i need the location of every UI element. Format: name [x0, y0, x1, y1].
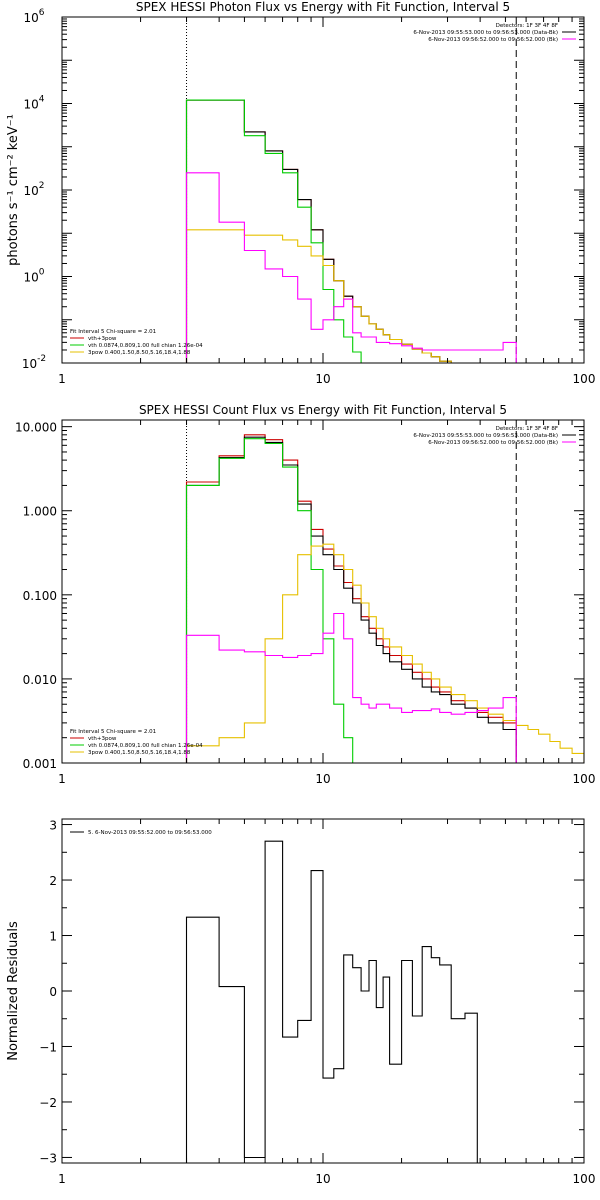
series-bk [185, 612, 517, 763]
x-tick-label: 10 [315, 1172, 330, 1186]
series-data-bk [185, 99, 452, 363]
legend-entry-label: vth 0.0874,0.809,1.00 full chian 1.26e-0… [88, 343, 203, 349]
series-vth-3pow [185, 434, 517, 763]
y-tick-label: 1.000 [23, 505, 57, 519]
y-tick-label: −2 [39, 1096, 57, 1110]
plot-area [185, 840, 478, 1163]
y-tick-label: 0 [49, 985, 57, 999]
y-tick-exponent: -2 [37, 354, 46, 364]
y-tick-label: 100 [23, 268, 44, 285]
y-axis-label: Normalized Residuals [6, 921, 21, 1061]
y-tick-label: 10.000 [15, 421, 57, 435]
y-tick-base: 10 [23, 98, 38, 112]
x-tick-label: 100 [573, 1172, 596, 1186]
y-tick-label: −3 [39, 1151, 57, 1165]
x-tick-label: 10 [315, 372, 330, 386]
y-tick-exponent: 0 [39, 268, 45, 278]
y-axis-label: photons s⁻¹ cm⁻² keV⁻¹ [6, 114, 21, 266]
y-tick-label: 102 [23, 181, 44, 198]
y-tick-exponent: 6 [39, 8, 45, 18]
plot-frame [61, 16, 585, 364]
y-tick-label: 3 [49, 819, 57, 833]
legend-entry-label: vth+3pow [88, 336, 117, 342]
series-vth-3pow [185, 99, 452, 363]
x-tick-label: 10 [315, 772, 330, 786]
legend-entry-label: 3pow 0.400,1.50,8.50,5.16,18.4,1.88 [88, 750, 191, 756]
legend-entry-label: vth 0.0874,0.809,1.00 full chian 1.26e-0… [88, 743, 203, 749]
chart-title: SPEX HESSI Photon Flux vs Energy with Fi… [136, 0, 510, 14]
legend-detectors: Detectors: 1F 3F 4F 8F [496, 23, 558, 29]
legend-detectors: Detectors: 1F 3F 4F 8F [496, 426, 558, 432]
plot-area [185, 420, 584, 763]
y-tick-base: 10 [23, 11, 38, 25]
x-tick-label: 100 [573, 772, 596, 786]
legend-entry-label: 6-Nov-2013 09:55:53.000 to 09:56:53.000 … [413, 30, 558, 36]
y-tick-label: 2 [49, 874, 57, 888]
y-tick-base: 10 [22, 357, 37, 371]
legend-entry-label: vth+3pow [88, 736, 117, 742]
y-tick-base: 10 [23, 271, 38, 285]
y-tick-label: 106 [23, 8, 44, 25]
chart-title: SPEX HESSI Count Flux vs Energy with Fit… [139, 403, 507, 417]
series-vth [185, 438, 362, 763]
x-tick-label: 1 [58, 372, 66, 386]
y-tick-label: 0.001 [23, 757, 57, 771]
photon-flux-panel: SPEX HESSI Photon Flux vs Energy with Fi… [6, 0, 595, 386]
legend-entry-label: 5. 6-Nov-2013 09:55:52.000 to 09:56:53.0… [88, 830, 212, 836]
y-tick-label: 10-2 [22, 354, 46, 371]
legend-fit-info: Fit Interval 5 Chi-square = 2.01 [70, 329, 156, 335]
y-tick-exponent: 2 [39, 181, 45, 191]
y-tick-base: 10 [23, 184, 38, 198]
series-residuals [185, 840, 478, 1163]
series-bk [185, 172, 517, 363]
count-flux-panel: SPEX HESSI Count Flux vs Energy with Fit… [15, 403, 595, 786]
y-tick-label: 104 [23, 95, 44, 112]
x-tick-label: 1 [58, 1172, 66, 1186]
series-3pow [185, 229, 452, 363]
y-tick-label: −1 [39, 1040, 57, 1054]
series-vth [185, 99, 362, 363]
x-tick-label: 1 [58, 772, 66, 786]
x-tick-label: 100 [573, 372, 596, 386]
y-tick-exponent: 4 [39, 95, 45, 105]
series-data-bk [185, 436, 517, 763]
legend-entry-label: 6-Nov-2013 09:56:52.000 to 09:56:52.000 … [428, 440, 558, 446]
plot-area [185, 17, 517, 363]
legend-entry-label: 3pow 0.400,1.50,8.50,5.16,18.4,1.88 [88, 350, 191, 356]
legend-entry-label: 6-Nov-2013 09:55:53.000 to 09:56:53.000 … [413, 433, 558, 439]
legend-entry-label: 6-Nov-2013 09:56:52.000 to 09:56:52.000 … [428, 37, 558, 43]
y-tick-label: 0.100 [23, 589, 57, 603]
legend-fit-info: Fit Interval 5 Chi-square = 2.01 [70, 729, 156, 735]
series-3pow [185, 543, 584, 763]
y-tick-label: 0.010 [23, 673, 57, 687]
y-tick-label: 1 [49, 930, 57, 944]
